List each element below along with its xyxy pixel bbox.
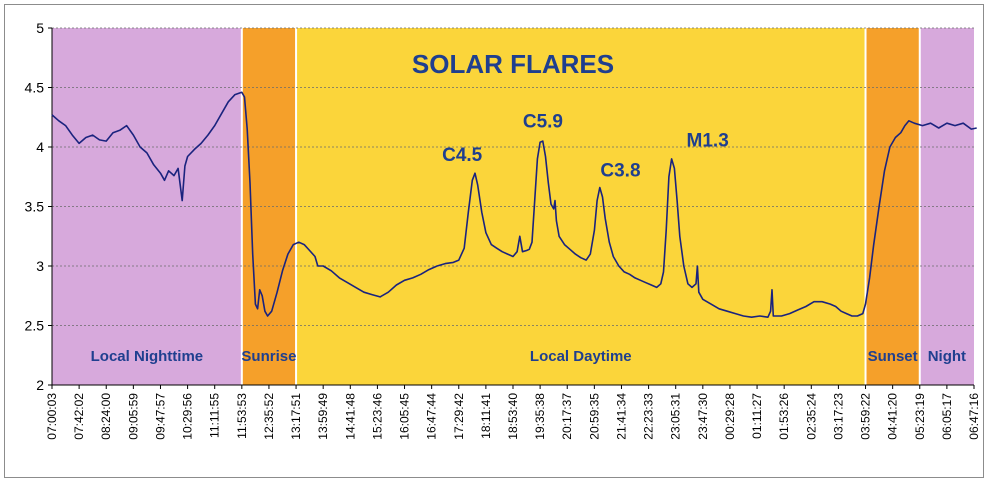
axes — [48, 27, 975, 389]
chart-frame: 2 2.5 3 3.5 4 4.5 5 07:00:03 07:42:02 08:24:00 09… — [4, 4, 984, 478]
y-tick-label: 4 — [36, 139, 44, 155]
flare-label: C4.5 — [442, 145, 483, 166]
y-tick-labels: 2 2.5 3 3.5 4 4.5 5 — [25, 20, 45, 393]
y-tick-label: 5 — [36, 20, 44, 36]
series-lines — [51, 91, 977, 318]
flare-label: C3.8 — [600, 160, 640, 181]
x-tick-label: 15:23:46 — [370, 393, 384, 440]
x-tick-label: 22:23:33 — [642, 393, 656, 440]
region-label: Night — [928, 348, 966, 365]
region-label: Local Daytime — [530, 348, 632, 365]
y-tick-label: 3 — [36, 258, 44, 274]
flare-label: M1.3 — [687, 131, 729, 152]
x-tick-label: 01:53:26 — [777, 393, 791, 440]
x-tick-labels: 07:00:03 07:42:02 08:24:00 09:05:59 09:47:57… — [45, 393, 981, 440]
x-tick-label: 10:29:56 — [181, 393, 195, 440]
x-tick-label: 01:11:27 — [750, 393, 764, 439]
y-tick-label: 2 — [36, 377, 44, 393]
x-tick-label: 13:17:51 — [289, 393, 303, 440]
series-line — [51, 91, 977, 318]
x-tick-label: 13:59:49 — [316, 393, 330, 440]
x-tick-label: 19:35:38 — [533, 393, 547, 440]
x-tick-label: 21:41:34 — [614, 393, 628, 440]
line-chart: 2 2.5 3 3.5 4 4.5 5 07:00:03 07:42:02 08:24:00 09… — [25, 20, 981, 440]
flare-label: C5.9 — [523, 111, 563, 132]
x-tick-label: 16:05:45 — [398, 393, 412, 440]
x-tick-label: 09:05:59 — [126, 393, 140, 440]
x-tick-label: 12:35:52 — [262, 393, 276, 440]
x-tick-label: 03:59:22 — [859, 393, 873, 440]
region-band — [52, 28, 242, 385]
x-tick-label: 11:11:55 — [208, 393, 222, 438]
x-tick-label: 20:17:37 — [560, 393, 574, 440]
x-tick-label: 09:47:57 — [153, 393, 167, 440]
x-tick-label: 16:47:44 — [425, 393, 439, 440]
x-tick-label: 00:29:28 — [723, 393, 737, 440]
x-tick-label: 11:53:53 — [235, 393, 249, 439]
x-tick-label: 18:53:40 — [506, 393, 520, 440]
x-tick-label: 02:35:24 — [804, 393, 818, 440]
x-tick-label: 07:00:03 — [45, 393, 59, 440]
region-labels: Local Nighttime Sunrise Local Daytime Sunse… — [91, 348, 966, 365]
x-tick-label: 18:11:41 — [479, 393, 493, 439]
x-tick-label: 23:47:30 — [696, 393, 710, 440]
y-tick-label: 4.5 — [25, 80, 45, 96]
y-tick-label: 3.5 — [25, 199, 45, 215]
x-tick-label: 14:41:48 — [343, 393, 357, 440]
y-tick-label: 2.5 — [25, 318, 45, 334]
x-tick-label: 17:29:42 — [452, 393, 466, 440]
x-tick-label: 08:24:00 — [99, 393, 113, 440]
region-label: Sunrise — [241, 348, 296, 365]
x-tick-label: 07:42:02 — [72, 393, 86, 440]
x-tick-label: 06:05:17 — [940, 393, 954, 440]
x-tick-label: 04:41:20 — [886, 393, 900, 440]
region-label: Local Nighttime — [91, 348, 204, 365]
x-tick-label: 05:23:19 — [913, 393, 927, 440]
region-label: Sunset — [868, 348, 918, 365]
chart-title: SOLAR FLARES — [412, 49, 614, 79]
x-tick-label: 20:59:35 — [587, 393, 601, 440]
x-tick-label: 03:17:23 — [831, 393, 845, 440]
x-tick-label: 06:47:16 — [967, 393, 981, 440]
flare-annotations: C4.5 C5.9 C3.8 M1.3 — [442, 111, 729, 181]
x-tick-label: 23:05:31 — [669, 393, 683, 440]
gridlines — [52, 27, 974, 326]
